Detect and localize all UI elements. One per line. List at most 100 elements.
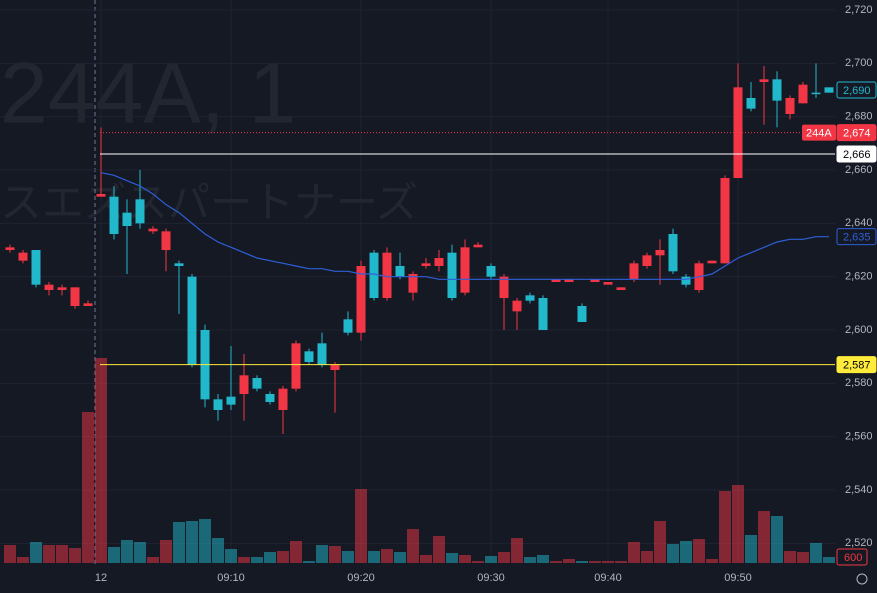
candle-body [525,295,535,301]
volume-bar [771,516,783,563]
volume-bar [745,535,757,563]
volume-bar [82,412,94,563]
candle-body [57,287,67,290]
candle-body [226,396,236,405]
volume-bar [251,557,263,563]
volume-bar [459,555,471,563]
volume-bar [576,561,588,563]
volume-bar [628,542,640,563]
candle-body [174,263,184,266]
volume-bar [394,552,406,563]
volume-bar [147,557,159,563]
candle-body [369,252,379,298]
price-tag-label: 2,635 [843,232,871,244]
candle-body [616,287,626,290]
candle-body [239,375,249,394]
volume-bar [511,538,523,563]
volume-bar [472,561,484,563]
volume-bar [134,542,146,563]
volume-bar [706,559,718,563]
candle-body [135,199,145,224]
candle-body [720,178,730,264]
volume-bar [186,521,198,563]
candle-body [265,394,275,402]
volume-bar [368,551,380,563]
candle-body [499,276,509,298]
symbol-tag-label: 244A [806,128,832,140]
volume-bar [433,536,445,563]
price-tag-label: 2,674 [843,128,871,140]
candle-body [655,250,665,256]
y-tick-label: 2,600 [845,324,873,336]
price-tag-label: 2,690 [843,85,871,97]
price-tag [836,356,877,374]
candle-body [187,276,197,365]
y-tick-label: 2,520 [845,537,873,549]
candle-body [538,298,548,330]
volume-bar [160,540,172,563]
candle-body [343,319,353,333]
candle-body [421,263,431,266]
volume-bar [17,557,29,563]
volume-bar [121,540,133,563]
x-tick-label: 09:40 [594,572,622,584]
candle-body [733,87,743,178]
y-tick-label: 2,620 [845,271,873,283]
settings-icon[interactable] [856,573,868,585]
volume-tag [836,548,868,566]
candle-body [148,228,158,232]
candle-body [356,266,366,333]
candle-body [473,244,483,248]
candle-body [278,388,288,410]
volume-bar [823,557,835,563]
moving-average [100,172,829,280]
candle-body [109,196,119,234]
volume-bar [407,529,419,563]
candle-body [486,266,496,277]
candle-body [590,279,600,282]
x-tick-label: 09:20 [347,572,375,584]
candle-body [434,258,444,266]
price-tag [836,124,877,142]
candle-body [551,279,561,282]
candle-body [759,79,769,82]
volume-bar [43,545,55,563]
candle-body [317,343,327,365]
volume-bar [316,545,328,563]
volume-bar [693,539,705,563]
y-tick-label: 2,700 [845,57,873,69]
volume-bar [342,551,354,563]
volume-bar [615,561,627,563]
volume-bar [498,552,510,563]
candle-body [161,231,171,250]
volume-bar [797,552,809,563]
candle-body [447,252,457,298]
volume-bar [303,561,315,563]
candle-body [512,300,522,312]
candle-body [96,194,106,197]
candle-body [83,303,93,306]
volume-bar [810,543,822,563]
candle-body [811,92,821,95]
volume-bar [420,555,432,563]
volume-bar [550,561,562,563]
candle-body [629,263,639,280]
volume-bar [290,541,302,563]
candle-body [70,287,80,306]
volume-bar [446,553,458,563]
volume-bar [667,544,679,563]
candle-body [798,84,808,104]
candle-body [681,276,691,285]
candle-body [824,87,834,93]
candle-body [31,250,41,285]
candle-body [304,351,314,362]
volume-bar [641,551,653,563]
y-tick-label: 2,640 [845,217,873,229]
price-tag [836,228,877,246]
price-tag [836,145,877,163]
volume-bar [563,559,575,563]
candle-body [213,399,223,410]
candle-body [642,255,652,266]
price-tag-label: 2,587 [843,360,871,372]
